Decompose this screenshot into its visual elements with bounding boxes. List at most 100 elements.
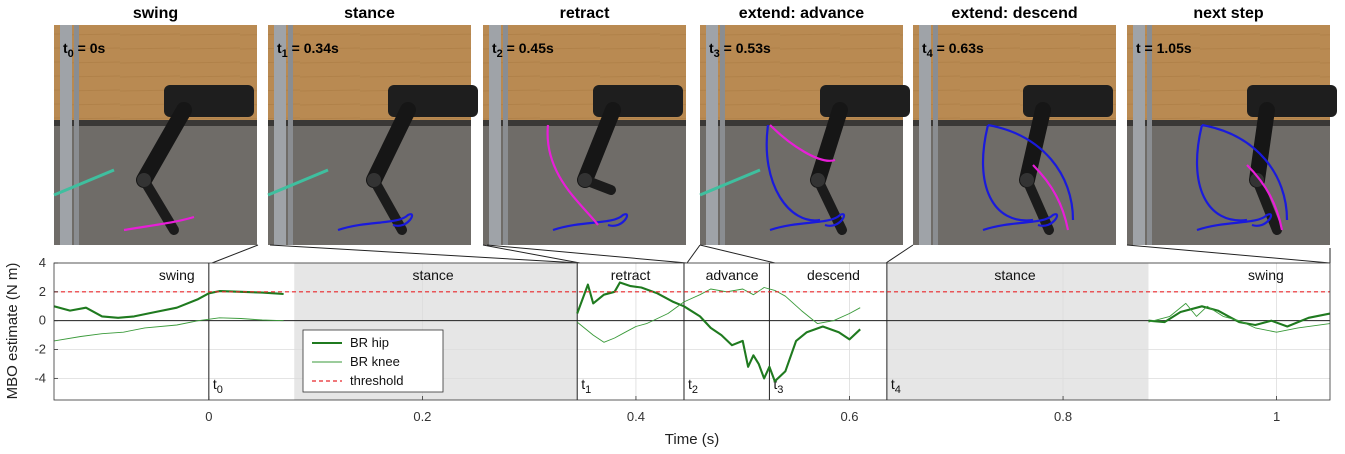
floor-edge <box>483 120 686 126</box>
frame-time-label: t4 = 0.63s <box>922 40 984 60</box>
plot-border <box>53 262 1331 401</box>
time-marker-lines: t0 t1 t2 t3 t4 <box>208 248 1331 400</box>
time-symbol: t <box>1136 40 1141 56</box>
frame-connector-lines <box>211 244 1331 264</box>
floor-edge <box>700 120 903 126</box>
series-br-knee <box>576 287 861 343</box>
y-tick-label: 0 <box>39 313 46 328</box>
time-marker-label: t0 <box>213 376 223 396</box>
time-value: = 0.34s <box>288 40 339 56</box>
robot-knee-joint <box>1250 173 1264 187</box>
frame-time-label: t2 = 0.45s <box>492 40 554 60</box>
robot-knee-joint <box>811 173 825 187</box>
x-tick-labels: 0 0.2 0.4 0.6 0.8 1 <box>205 396 1280 424</box>
frame-post-inner <box>503 25 508 245</box>
frame-post-inner <box>288 25 293 245</box>
frame-time-label: t1 = 0.34s <box>277 40 339 60</box>
phase-label: stance <box>994 267 1035 283</box>
frame-post-inner <box>720 25 725 245</box>
robot-knee-joint <box>578 173 592 187</box>
frame-post-inner <box>74 25 79 245</box>
legend: BR hip BR knee threshold <box>302 329 444 393</box>
y-axis-label: MBO estimate (N m) <box>4 263 21 400</box>
photo-frame-6: t = 1.05s <box>1127 25 1337 245</box>
robot-upper-leg <box>1249 102 1275 188</box>
time-symbol: t <box>277 40 282 56</box>
frame-post <box>1133 25 1145 245</box>
time-subscript: 0 <box>68 48 74 60</box>
mbo-chart: t0 t1 t2 t3 t4 swing stance retract advance desc… <box>4 248 1331 448</box>
frame-title: stance <box>344 5 395 22</box>
y-tick-label: -4 <box>34 370 46 385</box>
legend-threshold-label: threshold <box>350 373 403 388</box>
foot-trace-blue-loop <box>1195 123 1289 222</box>
robot-knee-joint <box>367 173 381 187</box>
photo-frame-3: t2 = 0.45s <box>483 25 686 245</box>
floor <box>913 120 1116 245</box>
frame-post-inner <box>1147 25 1152 245</box>
phase-label: descend <box>807 267 860 283</box>
x-tick-label: 0.4 <box>627 409 645 424</box>
robot-lower-leg <box>1252 175 1282 235</box>
frame-title: extend: descend <box>951 5 1077 22</box>
time-marker-label: t3 <box>773 376 783 396</box>
tether-cable <box>267 168 329 197</box>
foot-trace-blue <box>337 213 414 232</box>
y-tick-labels: -4 -2 0 2 4 <box>34 255 58 385</box>
y-tick-label: 4 <box>39 255 46 270</box>
series-br-knee <box>54 317 284 342</box>
frame-title: next step <box>1193 5 1263 22</box>
foot-trace-blue <box>552 213 629 232</box>
time-marker-label: t2 <box>688 376 698 396</box>
series-br-hip <box>576 281 861 383</box>
frame-time-label: t3 = 0.53s <box>709 40 771 60</box>
floor-edge <box>268 120 471 126</box>
x-tick-label: 0.8 <box>1054 409 1072 424</box>
x-axis-label: Time (s) <box>665 431 719 448</box>
foot-trace-magenta <box>546 124 599 226</box>
robot-upper-leg <box>810 102 848 188</box>
y-tick-label: 2 <box>39 284 46 299</box>
tether-cable <box>699 168 761 197</box>
robot-upper-leg <box>577 102 621 188</box>
stance-region <box>886 263 1149 400</box>
x-tick-label: 0 <box>205 409 212 424</box>
series-br-knee <box>1148 302 1330 333</box>
photo-frame-2: t1 = 0.34s <box>267 25 478 245</box>
foot-trace-blue <box>982 213 1059 232</box>
data-series <box>54 281 1330 383</box>
time-symbol: t <box>922 40 927 56</box>
x-tick-label: 1 <box>1273 409 1280 424</box>
photo-frame-5: t4 = 0.63s <box>913 25 1116 245</box>
phase-label: stance <box>412 267 453 283</box>
time-value: = 0.45s <box>503 40 554 56</box>
frame-title: retract <box>560 5 610 22</box>
robot-knee-joint <box>137 173 151 187</box>
legend-hip-label: BR hip <box>350 335 389 350</box>
frame-time-label: t = 1.05s <box>1136 40 1192 56</box>
time-subscript: 3 <box>714 48 720 60</box>
foot-trace-magenta <box>1032 164 1070 231</box>
foot-trace-blue <box>769 213 846 232</box>
phase-label: swing <box>159 267 195 283</box>
floor-edge <box>913 120 1116 126</box>
time-subscript: 4 <box>927 48 934 60</box>
frame-post <box>919 25 931 245</box>
tether-cable <box>53 168 115 197</box>
phase-label: retract <box>611 267 651 283</box>
time-symbol: t <box>709 40 714 56</box>
robot-lower-leg <box>1022 175 1054 235</box>
floor-edge <box>54 120 257 126</box>
foot-trace-magenta <box>123 215 195 232</box>
robot-knee-joint <box>1020 173 1034 187</box>
y-tick-label: -2 <box>34 342 46 357</box>
time-marker-label: t1 <box>581 376 591 396</box>
frame-title: extend: advance <box>739 5 864 22</box>
robot-upper-leg <box>136 102 192 188</box>
robot-lower-leg <box>813 175 847 235</box>
floor <box>1127 120 1330 245</box>
time-marker-label: t4 <box>891 376 901 396</box>
frame-post <box>489 25 501 245</box>
